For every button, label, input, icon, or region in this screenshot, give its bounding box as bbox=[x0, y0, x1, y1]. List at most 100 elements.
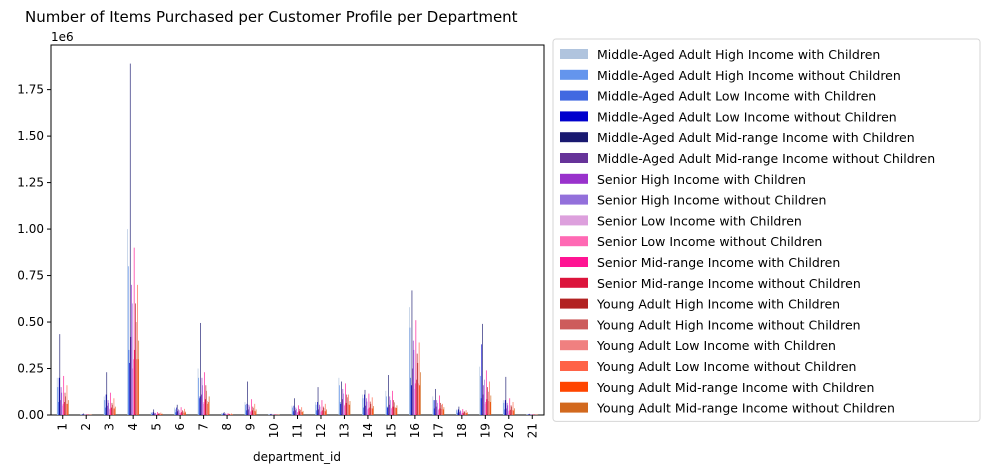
bar bbox=[115, 407, 116, 415]
legend-swatch bbox=[560, 403, 588, 413]
bar bbox=[465, 413, 466, 415]
bar bbox=[346, 395, 347, 415]
bar bbox=[420, 372, 421, 415]
bar bbox=[507, 405, 508, 415]
bar bbox=[255, 411, 256, 415]
legend-swatch bbox=[560, 70, 588, 80]
bar bbox=[480, 376, 481, 415]
bar bbox=[137, 285, 138, 415]
bar bbox=[509, 398, 510, 415]
bar bbox=[412, 290, 413, 415]
bar bbox=[84, 414, 85, 415]
bar bbox=[67, 404, 68, 415]
bar bbox=[481, 398, 482, 415]
bar bbox=[85, 414, 86, 415]
bar bbox=[490, 402, 491, 415]
bar bbox=[292, 408, 293, 415]
bar bbox=[185, 413, 186, 415]
bar bbox=[339, 378, 340, 415]
bar bbox=[151, 413, 152, 415]
bar bbox=[108, 403, 109, 415]
bar bbox=[505, 400, 506, 415]
bar bbox=[269, 414, 270, 415]
bar bbox=[161, 413, 162, 415]
bar bbox=[318, 387, 319, 415]
x-tick-label: 14 bbox=[361, 423, 375, 438]
bar bbox=[158, 414, 159, 415]
bar bbox=[341, 382, 342, 415]
bar bbox=[530, 414, 531, 415]
bar bbox=[268, 414, 269, 415]
bar bbox=[438, 410, 439, 415]
legend-swatch bbox=[560, 319, 588, 329]
bar bbox=[178, 409, 179, 415]
bar bbox=[506, 408, 507, 415]
bar bbox=[432, 396, 433, 415]
x-tick-label: 9 bbox=[244, 423, 258, 431]
bar bbox=[369, 408, 370, 415]
legend-swatch bbox=[560, 195, 588, 205]
bar bbox=[108, 400, 109, 415]
bar bbox=[296, 409, 297, 415]
bar bbox=[204, 402, 205, 415]
bar bbox=[247, 404, 248, 415]
legend-swatch bbox=[560, 91, 588, 101]
x-tick-label: 1 bbox=[56, 423, 70, 431]
bar bbox=[419, 385, 420, 415]
bar bbox=[436, 400, 437, 415]
bar bbox=[341, 404, 342, 415]
bar bbox=[224, 412, 225, 415]
bar bbox=[396, 408, 397, 415]
bar bbox=[65, 396, 66, 415]
bar bbox=[223, 414, 224, 415]
bar bbox=[348, 405, 349, 415]
bar bbox=[199, 398, 200, 415]
bar bbox=[200, 323, 201, 415]
bar bbox=[324, 411, 325, 415]
bar bbox=[391, 408, 392, 415]
bar bbox=[226, 414, 227, 415]
bar bbox=[245, 405, 246, 415]
bar bbox=[461, 411, 462, 415]
bar bbox=[162, 414, 163, 415]
bar bbox=[488, 392, 489, 415]
bar bbox=[271, 414, 272, 415]
bar bbox=[413, 341, 414, 415]
bar bbox=[503, 400, 504, 415]
bar bbox=[222, 414, 223, 415]
bar bbox=[442, 409, 443, 415]
bar bbox=[251, 411, 252, 415]
bar bbox=[135, 303, 136, 415]
bar bbox=[184, 409, 185, 415]
legend-swatch bbox=[560, 340, 588, 350]
y-axis-scale-label: 1e6 bbox=[51, 30, 74, 44]
bar bbox=[457, 410, 458, 415]
bar bbox=[531, 414, 532, 415]
bar bbox=[462, 413, 463, 415]
bar bbox=[441, 405, 442, 415]
bar bbox=[349, 405, 350, 415]
bar bbox=[485, 402, 486, 415]
bar bbox=[346, 403, 347, 415]
legend-entry-label: Senior High Income without Children bbox=[597, 193, 826, 208]
bar bbox=[177, 405, 178, 415]
legend-entry-label: Middle-Aged Adult Mid-range Income with … bbox=[597, 130, 915, 145]
bar bbox=[340, 402, 341, 415]
bar bbox=[508, 411, 509, 415]
bar bbox=[463, 413, 464, 415]
bar bbox=[485, 404, 486, 415]
legend-entry-label: Middle-Aged Adult High Income with Child… bbox=[597, 47, 880, 62]
legend-entry-label: Middle-Aged Adult High Income without Ch… bbox=[597, 68, 901, 83]
bar bbox=[206, 391, 207, 415]
bar bbox=[395, 408, 396, 415]
bar bbox=[153, 409, 154, 415]
bar bbox=[482, 324, 483, 415]
bar bbox=[434, 408, 435, 415]
bar bbox=[458, 409, 459, 415]
y-tick-label: 0.25 bbox=[17, 362, 44, 376]
bar bbox=[209, 396, 210, 415]
x-tick-label: 16 bbox=[408, 423, 422, 438]
bar bbox=[513, 411, 514, 415]
bar bbox=[298, 405, 299, 415]
